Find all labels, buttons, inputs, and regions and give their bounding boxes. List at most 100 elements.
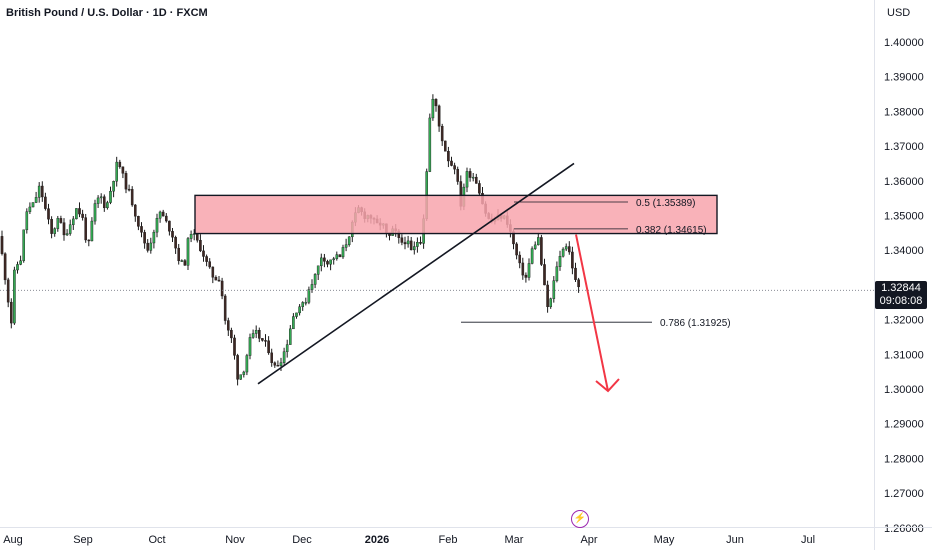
candle-body xyxy=(465,171,469,188)
price-axis[interactable]: 1.40000 1.39000 1.38000 1.37000 1.36000 1.350… xyxy=(884,37,924,535)
candle-body xyxy=(307,289,311,303)
price-tick-label[interactable]: 1.30000 xyxy=(884,384,924,396)
time-tick-label[interactable]: Apr xyxy=(580,534,597,546)
time-axis-divider xyxy=(0,527,932,528)
time-tick-label[interactable]: Jul xyxy=(801,534,815,546)
candle-body xyxy=(533,244,537,249)
last-price-tag: 1.32844 09:08:08 xyxy=(875,281,927,309)
candle-body xyxy=(574,267,577,280)
candle-body xyxy=(292,316,295,330)
candle-body xyxy=(121,166,125,174)
currency-label[interactable]: USD xyxy=(887,7,911,19)
price-tick-label[interactable]: 1.38000 xyxy=(884,106,924,118)
symbol-title[interactable]: British Pound / U.S. Dollar · 1D · FXCM xyxy=(6,7,208,19)
candle-body xyxy=(310,284,314,290)
candle-body xyxy=(59,218,63,223)
candle-body xyxy=(276,365,280,367)
candle-body xyxy=(84,217,87,241)
candle-body xyxy=(515,243,518,256)
candle-body xyxy=(251,333,255,338)
candle-body xyxy=(37,185,41,198)
time-tick-label[interactable]: 2026 xyxy=(365,534,389,546)
candle-body xyxy=(450,160,453,166)
candle-body xyxy=(453,165,456,170)
candle-body xyxy=(332,258,336,261)
candle-body xyxy=(577,279,580,288)
time-tick-label[interactable]: Oct xyxy=(148,534,165,546)
lightning-icon[interactable]: ⚡ xyxy=(571,510,589,528)
resistance-zone-rectangle[interactable] xyxy=(194,194,718,235)
time-tick-label[interactable]: May xyxy=(654,534,675,546)
candle-body xyxy=(258,330,261,339)
price-tick-label[interactable]: 1.32000 xyxy=(884,315,924,327)
candle-body xyxy=(403,242,407,245)
candle-body xyxy=(239,374,243,380)
candle-body xyxy=(102,196,106,209)
candle-body xyxy=(561,248,565,257)
candle-body xyxy=(468,171,472,178)
candle-body xyxy=(524,274,528,278)
candle-body xyxy=(56,218,60,229)
candle-body xyxy=(158,211,162,219)
candle-body xyxy=(140,226,143,233)
candle-body xyxy=(419,242,422,244)
candle-body xyxy=(174,237,177,249)
candle-body xyxy=(155,217,159,233)
candle-body xyxy=(124,173,128,190)
price-tick-label[interactable]: 1.28000 xyxy=(884,453,924,465)
price-tick-label[interactable]: 1.34000 xyxy=(884,245,924,257)
fib-level-label: 0.786 (1.31925) xyxy=(660,318,731,329)
price-tick-label[interactable]: 1.37000 xyxy=(884,141,924,153)
candle-body xyxy=(171,231,174,238)
candle-body xyxy=(406,240,410,245)
candle-body xyxy=(518,254,521,264)
time-tick-label[interactable]: Nov xyxy=(225,534,245,546)
price-tick-label[interactable]: 1.31000 xyxy=(884,349,924,361)
candle-body xyxy=(279,362,283,366)
candle-body xyxy=(521,262,525,276)
fib-level-label: 0.5 (1.35389) xyxy=(636,198,696,209)
candle-body xyxy=(530,248,534,264)
candle-body xyxy=(347,236,351,245)
projection-arrow[interactable] xyxy=(575,234,609,392)
candle-body xyxy=(571,251,574,269)
candle-body xyxy=(53,228,56,234)
candle-body xyxy=(264,340,267,342)
price-tick-label[interactable]: 1.27000 xyxy=(884,488,924,500)
candle-body xyxy=(431,98,435,119)
price-tick-label[interactable]: 1.26000 xyxy=(884,523,924,535)
candle-body xyxy=(149,242,153,251)
candle-body xyxy=(214,277,218,281)
time-tick-label[interactable]: Sep xyxy=(73,534,93,546)
time-tick-label[interactable]: Dec xyxy=(292,534,312,546)
price-tick-label[interactable]: 1.40000 xyxy=(884,37,924,49)
time-tick-label[interactable]: Feb xyxy=(439,534,458,546)
time-tick-label[interactable]: Jun xyxy=(726,534,744,546)
drawing-overlays[interactable]: 0.5 (1.35389) 0.382 (1.34615) 0.786 (1.319… xyxy=(0,162,874,393)
candle-body xyxy=(335,254,339,259)
candle-body xyxy=(180,260,184,262)
price-tick-label[interactable]: 1.36000 xyxy=(884,176,924,188)
time-axis[interactable]: Aug Sep Oct Nov Dec 2026 Feb Mar Apr May Jun Jul xyxy=(3,534,815,546)
price-tick-label[interactable]: 1.29000 xyxy=(884,419,924,431)
candle-body xyxy=(261,338,264,341)
candle-body xyxy=(273,362,277,366)
price-tick-label[interactable]: 1.35000 xyxy=(884,211,924,223)
candle-body xyxy=(475,176,478,184)
candle-body xyxy=(6,279,10,303)
candle-body xyxy=(320,257,323,267)
candle-body xyxy=(93,203,97,222)
candle-body xyxy=(245,355,249,373)
candle-body xyxy=(217,279,221,282)
candle-body xyxy=(220,280,224,297)
candle-body xyxy=(555,266,559,281)
time-tick-label[interactable]: Aug xyxy=(3,534,23,546)
time-tick-label[interactable]: Mar xyxy=(505,534,524,546)
candle-body xyxy=(62,222,66,236)
candle-body xyxy=(440,125,444,142)
candle-body xyxy=(400,237,404,243)
candle-body xyxy=(341,247,345,258)
ascending-trendline[interactable] xyxy=(257,162,575,385)
price-tick-label[interactable]: 1.39000 xyxy=(884,72,924,84)
